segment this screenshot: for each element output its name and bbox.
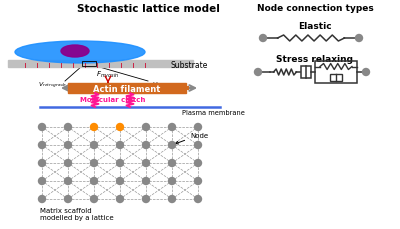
- Text: $V_{spreading}$: $V_{spreading}$: [152, 81, 180, 91]
- Circle shape: [362, 69, 370, 76]
- Circle shape: [116, 178, 124, 185]
- Circle shape: [194, 124, 202, 131]
- Circle shape: [168, 124, 176, 131]
- Circle shape: [90, 142, 98, 149]
- Text: Node: Node: [176, 132, 208, 144]
- Circle shape: [168, 142, 176, 149]
- Circle shape: [254, 69, 262, 76]
- Circle shape: [142, 160, 150, 167]
- Circle shape: [64, 196, 72, 203]
- Circle shape: [90, 160, 98, 167]
- Circle shape: [90, 196, 98, 203]
- Text: Node connection types: Node connection types: [257, 4, 373, 13]
- Text: Actin filament: Actin filament: [93, 84, 161, 93]
- Circle shape: [90, 178, 98, 185]
- Text: Plasma membrane: Plasma membrane: [182, 109, 245, 115]
- Text: Matrix scaffold
modelled by a lattice: Matrix scaffold modelled by a lattice: [40, 207, 114, 220]
- Circle shape: [260, 35, 266, 42]
- Circle shape: [116, 142, 124, 149]
- Ellipse shape: [61, 46, 89, 58]
- Circle shape: [168, 160, 176, 167]
- Bar: [8, 61, 193, 68]
- Circle shape: [142, 124, 150, 131]
- Circle shape: [38, 178, 46, 185]
- Bar: [330, 75, 342, 82]
- Text: $V_{retrograde}$: $V_{retrograde}$: [38, 81, 67, 91]
- Circle shape: [168, 196, 176, 203]
- Circle shape: [356, 35, 362, 42]
- Text: Substrate: Substrate: [170, 60, 207, 69]
- Circle shape: [90, 124, 98, 131]
- Circle shape: [194, 142, 202, 149]
- Circle shape: [116, 124, 124, 131]
- Bar: [315, 62, 357, 84]
- Bar: [68, 84, 186, 94]
- Text: Stochastic lattice model: Stochastic lattice model: [76, 4, 220, 14]
- Circle shape: [142, 178, 150, 185]
- Circle shape: [64, 142, 72, 149]
- Bar: [301, 67, 311, 79]
- Circle shape: [64, 160, 72, 167]
- Text: Elastic: Elastic: [298, 22, 332, 31]
- Circle shape: [142, 142, 150, 149]
- Circle shape: [64, 124, 72, 131]
- Circle shape: [64, 178, 72, 185]
- Circle shape: [38, 124, 46, 131]
- Circle shape: [194, 178, 202, 185]
- Circle shape: [38, 142, 46, 149]
- Text: $F_{myosin}$: $F_{myosin}$: [96, 69, 120, 81]
- Circle shape: [142, 196, 150, 203]
- Circle shape: [168, 178, 176, 185]
- Circle shape: [194, 196, 202, 203]
- Text: Molecular clutch: Molecular clutch: [80, 97, 146, 103]
- Ellipse shape: [15, 42, 145, 64]
- Text: Stress relaxing: Stress relaxing: [276, 55, 354, 64]
- Circle shape: [38, 160, 46, 167]
- Circle shape: [38, 196, 46, 203]
- Bar: [82, 62, 96, 67]
- Circle shape: [116, 160, 124, 167]
- Circle shape: [194, 160, 202, 167]
- Circle shape: [116, 196, 124, 203]
